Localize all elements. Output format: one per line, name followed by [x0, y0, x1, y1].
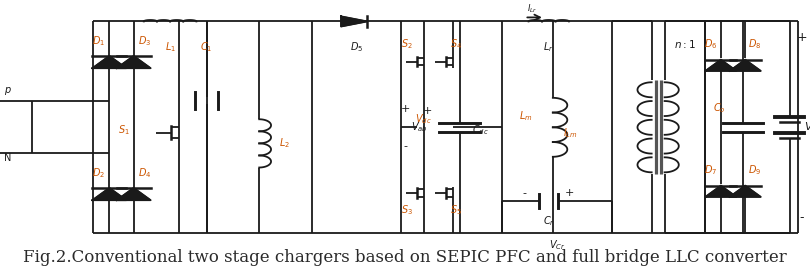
Text: $S_3$: $S_3$	[401, 203, 413, 217]
Text: $V_{bat}$: $V_{bat}$	[804, 120, 810, 134]
Text: $D_3$: $D_3$	[138, 34, 151, 48]
Text: -: -	[403, 141, 407, 151]
Text: +: +	[796, 31, 808, 44]
Text: $I_{Lr}$: $I_{Lr}$	[527, 2, 538, 15]
Text: $n:1$: $n:1$	[674, 38, 696, 50]
Text: $D_8$: $D_8$	[748, 37, 762, 51]
Text: Fig.2.Conventional two stage chargers based on SEPIC PFC and full bridge LLC con: Fig.2.Conventional two stage chargers ba…	[23, 249, 787, 266]
Text: $C_{dc}$: $C_{dc}$	[471, 123, 488, 137]
Polygon shape	[730, 186, 761, 197]
Text: $S_5$: $S_5$	[450, 203, 462, 217]
Polygon shape	[92, 56, 126, 68]
Text: $C_r$: $C_r$	[543, 214, 555, 228]
Text: $D_9$: $D_9$	[748, 163, 761, 177]
Text: -: -	[799, 211, 804, 224]
Polygon shape	[92, 188, 126, 200]
Text: $I_{Lm}$: $I_{Lm}$	[562, 126, 578, 140]
Text: $D_5$: $D_5$	[350, 40, 363, 54]
Text: N: N	[4, 154, 11, 163]
Text: $V_{dc}$: $V_{dc}$	[415, 112, 431, 126]
Polygon shape	[730, 60, 761, 71]
Text: p: p	[4, 85, 11, 95]
Text: $L_1$: $L_1$	[164, 40, 176, 54]
Polygon shape	[341, 16, 367, 27]
Text: $D_2$: $D_2$	[92, 166, 105, 180]
Polygon shape	[117, 56, 151, 68]
Text: +: +	[423, 106, 432, 116]
Polygon shape	[706, 186, 736, 197]
Text: $D_1$: $D_1$	[92, 34, 105, 48]
Text: $S_2$: $S_2$	[402, 37, 413, 51]
Text: $L_m$: $L_m$	[519, 110, 532, 124]
Text: $V_{Cr}$: $V_{Cr}$	[548, 239, 565, 252]
Text: $C_o$: $C_o$	[713, 102, 725, 116]
Text: -: -	[522, 188, 526, 198]
Text: $D_7$: $D_7$	[705, 163, 718, 177]
Text: $C_1$: $C_1$	[200, 40, 213, 54]
Text: $L_2$: $L_2$	[279, 136, 291, 150]
Text: $V_{ab}$: $V_{ab}$	[411, 120, 428, 134]
Text: $L_r$: $L_r$	[544, 40, 554, 54]
Polygon shape	[706, 60, 736, 71]
Polygon shape	[117, 188, 151, 200]
Text: +: +	[400, 103, 410, 114]
Text: $S_4$: $S_4$	[450, 37, 462, 51]
Text: $S_1$: $S_1$	[117, 123, 130, 137]
Text: +: +	[565, 188, 573, 198]
Text: $D_6$: $D_6$	[704, 37, 718, 51]
Text: $D_4$: $D_4$	[138, 166, 151, 180]
